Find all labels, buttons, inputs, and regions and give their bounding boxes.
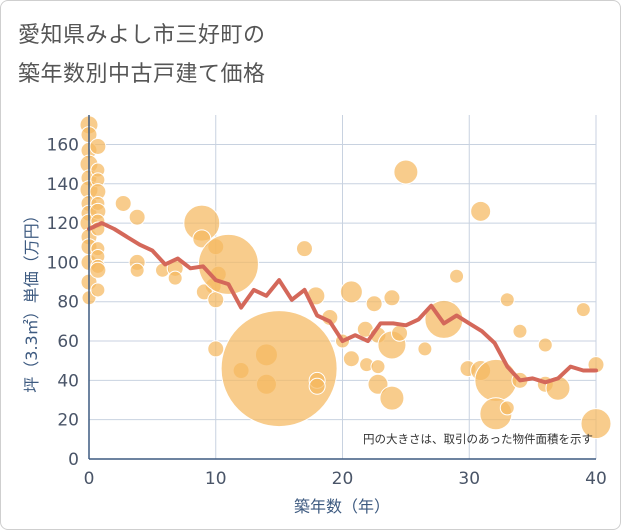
bubble-point <box>512 323 528 339</box>
y-axis-label: 坪（3.3㎡）単価（万円） <box>22 207 41 392</box>
bubble-point <box>537 337 553 353</box>
bubble-point <box>89 137 107 155</box>
y-tick-label: 60 <box>57 332 79 352</box>
chart-title-line-2: 築年数別中古戸建て価格 <box>18 62 266 87</box>
bubble-point <box>499 400 515 416</box>
bubble-size-note: 円の大きさは、取引のあった物件面積を示す <box>363 432 593 446</box>
tick-labels: 0 10 20 30 40 0 20 40 60 80 100 120 140 160 <box>47 135 607 489</box>
bubble-point <box>128 208 146 226</box>
bubble-point <box>383 289 401 307</box>
bubble-point <box>474 358 518 402</box>
chart-title-line-1: 愛知県みよし市三好町の <box>18 23 266 48</box>
bubble-point <box>129 262 145 278</box>
y-tick-label: 20 <box>57 411 79 431</box>
average-trend-line <box>87 221 598 385</box>
bubble-point <box>342 350 360 368</box>
bubble-point <box>207 340 225 358</box>
bubble-point <box>365 295 383 313</box>
bubble-point <box>89 261 107 279</box>
bubble-point <box>370 359 386 375</box>
x-tick-label: 10 <box>205 469 227 489</box>
y-tick-label: 120 <box>47 214 79 234</box>
bubble-point <box>470 200 492 222</box>
bubble-point <box>393 159 419 185</box>
x-tick-label: 40 <box>585 469 607 489</box>
x-tick-label: 0 <box>84 469 95 489</box>
bubble-point <box>167 270 183 286</box>
bubble-point <box>417 341 433 357</box>
bubble-point <box>499 292 515 308</box>
y-tick-label: 0 <box>68 450 79 470</box>
y-tick-label: 160 <box>47 135 79 155</box>
bubble-point <box>379 385 405 411</box>
bubble-point <box>114 194 132 212</box>
bubble-point <box>580 408 612 440</box>
bubble-point <box>90 282 106 298</box>
bubble-point <box>192 229 212 249</box>
bubble-point <box>339 280 363 304</box>
x-tick-label: 20 <box>332 469 354 489</box>
bubble-point <box>295 240 313 258</box>
bubble-point <box>575 302 591 318</box>
bubble-point <box>308 377 326 395</box>
bubbles-layer <box>79 115 612 440</box>
y-tick-label: 100 <box>47 253 79 273</box>
bubble-point <box>391 324 409 342</box>
axes-layer <box>88 115 596 460</box>
trend-line-layer <box>87 221 598 385</box>
bubble-point <box>449 268 465 284</box>
y-tick-label: 40 <box>57 371 79 391</box>
y-tick-label: 140 <box>47 175 79 195</box>
bubble-point <box>220 310 338 428</box>
bubble-point <box>367 373 389 395</box>
x-axis-label: 築年数（年） <box>294 497 390 516</box>
y-tick-label: 80 <box>57 293 79 313</box>
bubble-point <box>207 291 225 309</box>
x-tick-label: 30 <box>458 469 480 489</box>
